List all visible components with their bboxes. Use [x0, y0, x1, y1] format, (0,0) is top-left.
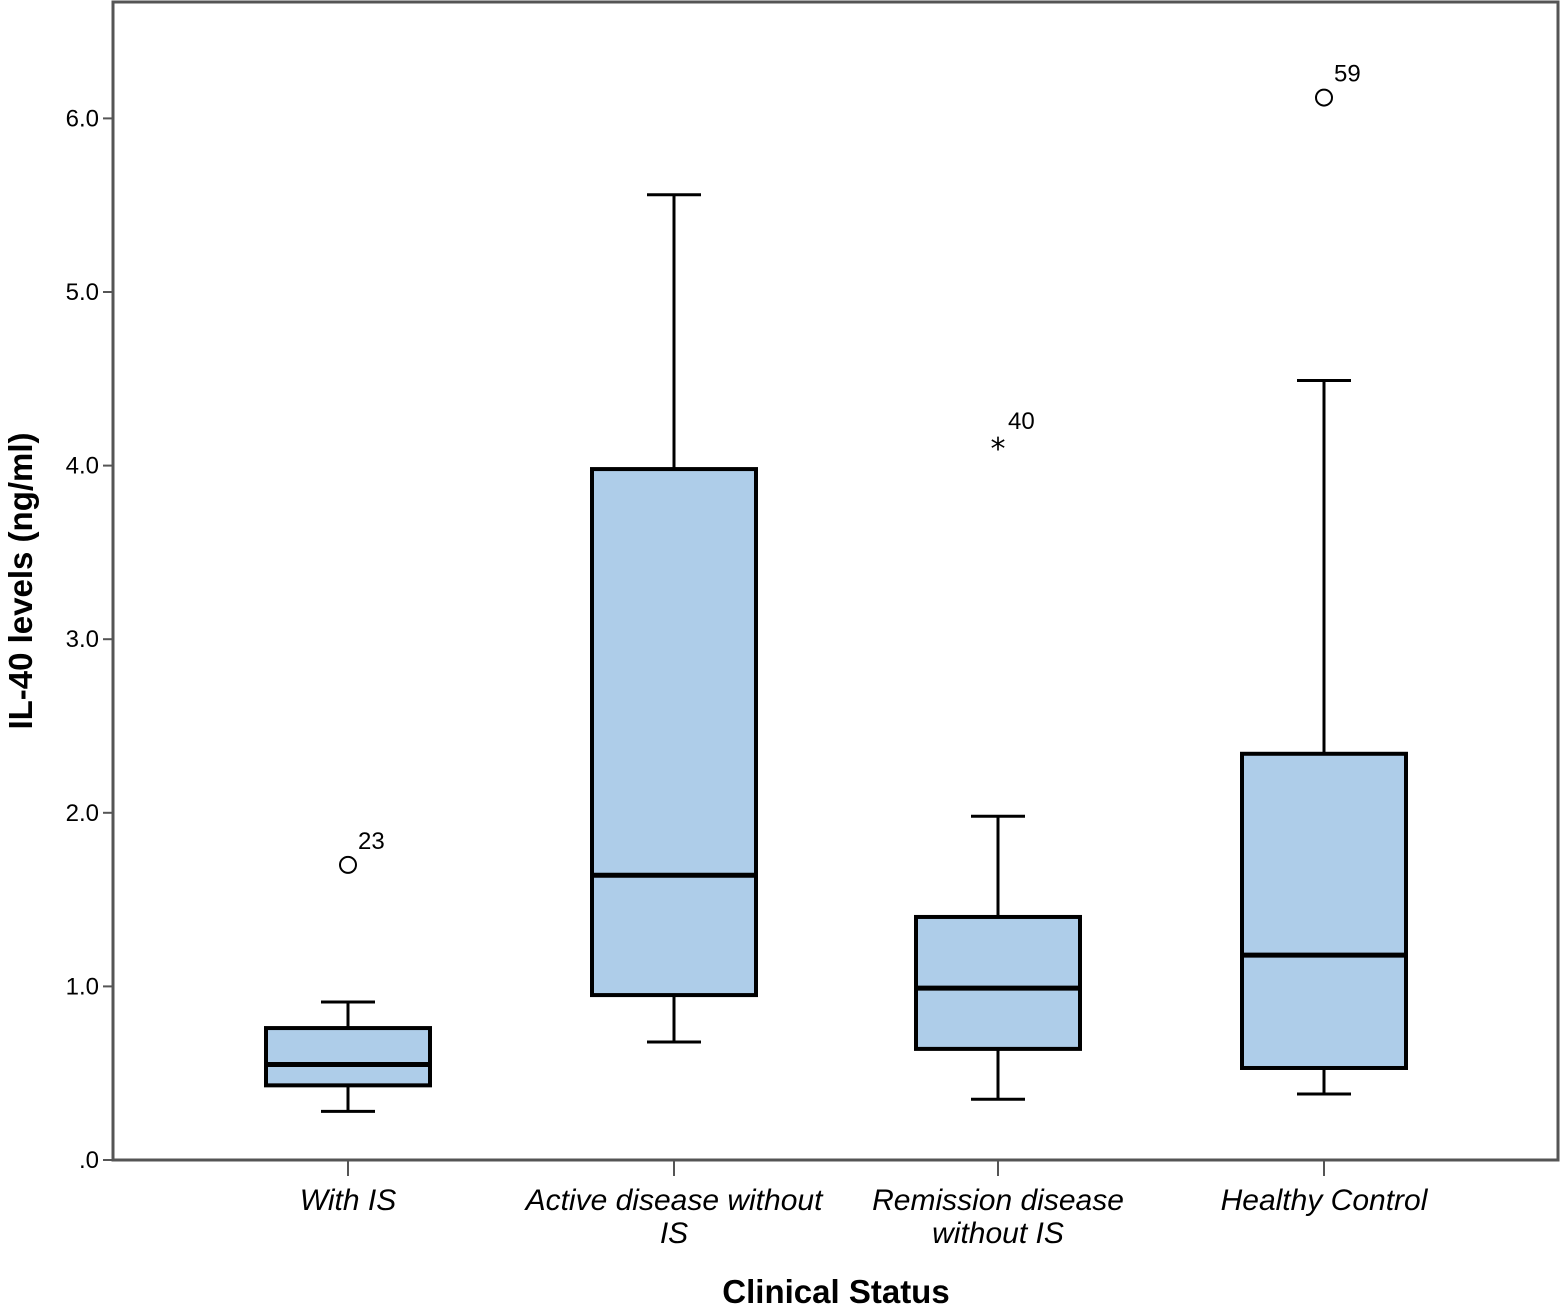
x-tick-label: IS [660, 1217, 688, 1250]
outlier-label: 59 [1334, 61, 1361, 88]
x-tick-label: Remission disease [872, 1184, 1124, 1217]
box-group: 59 [1240, 61, 1408, 1096]
outlier-label: 40 [1008, 408, 1035, 435]
box-group: *40 [914, 408, 1082, 1101]
x-tick-label: With IS [300, 1184, 396, 1217]
box-group [590, 193, 758, 1044]
extreme-marker: * [991, 432, 1006, 467]
y-tick-label: .0 [79, 1147, 99, 1174]
y-axis: .0 1.0 2.0 3.0 4.0 5.0 6.0 [66, 105, 113, 1174]
x-tick-label: without IS [932, 1217, 1064, 1250]
y-tick-label: 4.0 [66, 453, 99, 480]
x-tick-label: Healthy Control [1221, 1184, 1429, 1217]
outlier-marker [339, 855, 357, 874]
box [1240, 751, 1408, 1070]
y-tick-label: 6.0 [66, 105, 99, 132]
y-tick-label: 1.0 [66, 973, 99, 1000]
y-tick-label: 3.0 [66, 626, 99, 653]
outlier-label: 23 [358, 828, 385, 855]
y-tick-label: 5.0 [66, 279, 99, 306]
box [590, 467, 758, 998]
y-tick-label: 2.0 [66, 800, 99, 827]
box [264, 1026, 432, 1088]
y-axis-title: IL-40 levels (ng/ml) [2, 432, 39, 729]
box [914, 914, 1082, 1051]
outlier-marker [1315, 88, 1333, 107]
x-tick-label: Active disease without [524, 1184, 824, 1217]
box-group: 23 [264, 828, 432, 1113]
boxes: 23 *40 59 [264, 61, 1408, 1113]
x-axis-title: Clinical Status [722, 1273, 949, 1308]
